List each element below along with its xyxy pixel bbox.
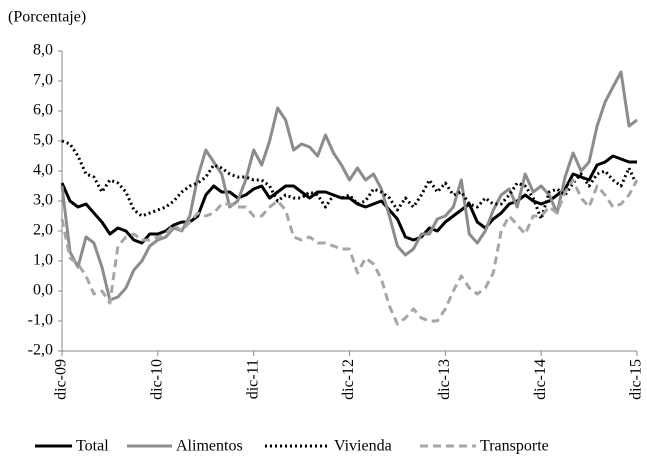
- legend-label: Alimentos: [176, 438, 243, 455]
- series-line: [60, 154, 637, 245]
- y-tick-label: 4,0: [33, 162, 53, 179]
- y-tick-label: 3,0: [33, 192, 53, 209]
- x-tick-label: dic-12: [340, 359, 357, 400]
- y-tick-label: 2,0: [33, 222, 53, 239]
- y-tick-label: -2,0: [28, 342, 53, 359]
- y-tick-label: 1,0: [33, 252, 53, 269]
- legend-label: Vivienda: [334, 438, 392, 455]
- x-tick-label: dic-09: [53, 359, 70, 400]
- y-axis-label: (Porcentaje): [8, 9, 86, 26]
- y-tick-label: 6,0: [33, 102, 53, 119]
- x-tick-label: dic-14: [532, 359, 549, 400]
- x-tick-label: dic-15: [628, 359, 645, 400]
- y-tick-label: 8,0: [33, 42, 53, 59]
- x-tick-label: dic-11: [244, 359, 261, 399]
- series-line: [60, 70, 638, 302]
- x-tick-label: dic-13: [436, 359, 453, 400]
- legend-label: Total: [76, 438, 109, 455]
- x-tick-label: dic-10: [149, 359, 166, 400]
- legend-label: Transporte: [480, 438, 549, 455]
- y-tick-label: -1,0: [28, 312, 53, 329]
- series-line: [60, 178, 639, 326]
- y-tick-label: 5,0: [33, 132, 53, 149]
- y-tick-label: 0,0: [33, 282, 53, 299]
- y-tick-label: 7,0: [33, 72, 53, 89]
